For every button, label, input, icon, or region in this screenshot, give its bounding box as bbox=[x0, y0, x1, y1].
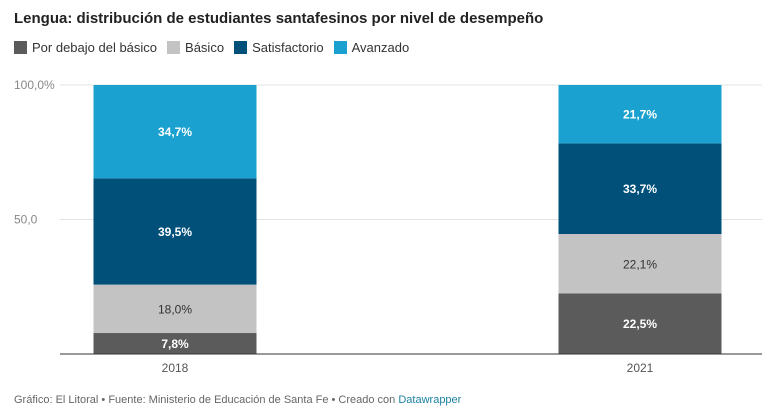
bar-2021-1 bbox=[558, 234, 722, 294]
stacked-bar-chart: 50,0 100,0% 7,8% 18,0% 39,5% 34,7% 2018 22,5% 22… bbox=[14, 78, 762, 375]
footer-credits: Gráfico: El Litoral • Fuente: Ministerio… bbox=[14, 394, 461, 406]
bar-2018-3 bbox=[93, 85, 257, 179]
bar-2021-2 bbox=[558, 143, 722, 235]
data-label-2021-0: 22,5% bbox=[623, 317, 657, 331]
data-label-2018-1: 18,0% bbox=[158, 302, 192, 316]
x-tick-label-0: 2018 bbox=[162, 361, 189, 375]
data-label-2021-1: 22,1% bbox=[623, 257, 657, 271]
legend-label-avanzado: Avanzado bbox=[351, 40, 410, 55]
legend-label-basico: Básico bbox=[185, 40, 225, 55]
legend-item-avanzado: Avanzado bbox=[333, 40, 410, 55]
legend-label-por-debajo: Por debajo del básico bbox=[32, 40, 158, 55]
y-tick-label-0: 50,0 bbox=[14, 213, 38, 227]
data-label-2018-3: 34,7% bbox=[158, 125, 192, 139]
data-label-2018-2: 39,5% bbox=[158, 225, 192, 239]
data-label-2021-3: 21,7% bbox=[623, 108, 657, 122]
datawrapper-link[interactable]: Datawrapper bbox=[398, 394, 462, 406]
x-tick-label-1: 2021 bbox=[627, 361, 654, 375]
bar-2018-2 bbox=[93, 178, 257, 285]
data-label-2018-0: 7,8% bbox=[161, 337, 189, 351]
legend-swatch-por-debajo bbox=[14, 41, 27, 54]
legend-label-satisfactorio: Satisfactorio bbox=[252, 40, 324, 55]
legend-item-por-debajo: Por debajo del básico bbox=[14, 40, 157, 55]
legend-item-satisfactorio: Satisfactorio bbox=[234, 40, 324, 55]
bar-2018-1 bbox=[93, 284, 257, 334]
legend-swatch-satisfactorio bbox=[234, 41, 248, 54]
bar-2021-3 bbox=[558, 85, 722, 144]
bar-2021-0 bbox=[558, 293, 722, 354]
legend-item-basico: Básico bbox=[167, 40, 224, 55]
legend-swatch-avanzado bbox=[333, 41, 347, 54]
bar-2018-0 bbox=[93, 333, 257, 354]
legend-swatch-basico bbox=[167, 41, 181, 54]
footer-text: Gráfico: El Litoral • Fuente: Ministerio… bbox=[14, 394, 399, 406]
y-tick-label-1: 100,0% bbox=[14, 78, 55, 92]
data-label-2021-2: 33,7% bbox=[623, 182, 657, 196]
chart-title: Lengua: distribución de estudiantes sant… bbox=[14, 10, 544, 27]
legend: Por debajo del básico Básico Satisfactor… bbox=[14, 40, 419, 55]
